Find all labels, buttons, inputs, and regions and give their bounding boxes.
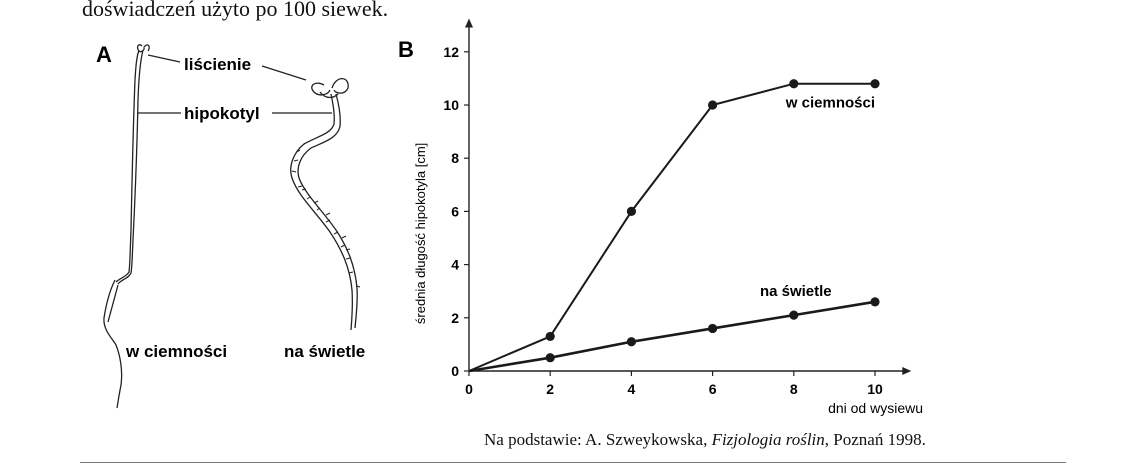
y-tick-label: 10 (443, 97, 459, 113)
y-axis-label: średnia długość hipokotyla [cm] (413, 143, 428, 324)
y-tick-label: 12 (443, 44, 459, 60)
source-prefix: Na podstawie: A. Szweykowska, (484, 430, 712, 449)
x-ticks: 0 2 4 6 8 10 (465, 371, 883, 397)
source-title: Fizjologia roślin (711, 430, 825, 449)
y-tick-label: 6 (451, 203, 459, 219)
data-point-light (708, 323, 718, 334)
y-tick-label: 4 (451, 257, 459, 273)
data-point-light (789, 310, 799, 320)
source-suffix: , Poznań 1998. (824, 430, 926, 449)
label-cotyledons: liścienie (184, 55, 251, 74)
series-line-light (468, 300, 876, 373)
panel-a: A liścienie hipokotyl w ciemności (96, 42, 365, 409)
data-point-dark (708, 100, 718, 110)
x-tick-label: 0 (465, 381, 473, 397)
series-line-dark (468, 82, 875, 372)
label-hypocotyl: hipokotyl (184, 104, 260, 123)
y-tick-label: 2 (451, 310, 459, 326)
data-point-dark (545, 331, 555, 342)
series-label-light: na świetle (760, 283, 832, 300)
x-tick-label: 10 (867, 381, 883, 397)
data-point-light (870, 297, 880, 307)
series-layer (468, 79, 880, 373)
source-citation: Na podstawie: A. Szweykowska, Fizjologia… (484, 430, 926, 450)
seedling-dark-illustration (103, 44, 150, 409)
intro-text: doświadczeń użyto po 100 siewek. (82, 0, 389, 21)
data-point-dark (626, 206, 637, 216)
data-point-light (626, 337, 637, 347)
panel-a-letter: A (96, 42, 112, 67)
chart-hypocotyl-length: B 0 2 4 6 8 10 0 2 4 6 8 10 12 dni od wysiewu średn… (398, 18, 923, 416)
caption-dark: w ciemności (125, 342, 227, 361)
data-point-dark (870, 79, 880, 89)
x-tick-label: 2 (546, 381, 554, 397)
bottom-rule (80, 462, 1066, 463)
data-point-dark (789, 79, 799, 89)
series-label-dark: w ciemności (785, 95, 875, 112)
x-axis-arrow (902, 367, 912, 375)
caption-light: na świetle (284, 342, 365, 361)
x-tick-label: 6 (709, 381, 717, 397)
y-ticks: 0 2 4 6 8 10 12 (443, 44, 469, 379)
x-axis-label: dni od wysiewu (828, 400, 923, 416)
seedling-light-illustration (290, 77, 361, 331)
panel-b-letter: B (398, 37, 414, 62)
y-tick-label: 8 (451, 150, 459, 166)
x-tick-label: 4 (628, 381, 636, 397)
y-tick-label: 0 (451, 363, 459, 379)
y-axis-arrow (465, 18, 473, 28)
data-point-light (545, 353, 555, 363)
x-tick-label: 8 (790, 381, 798, 397)
